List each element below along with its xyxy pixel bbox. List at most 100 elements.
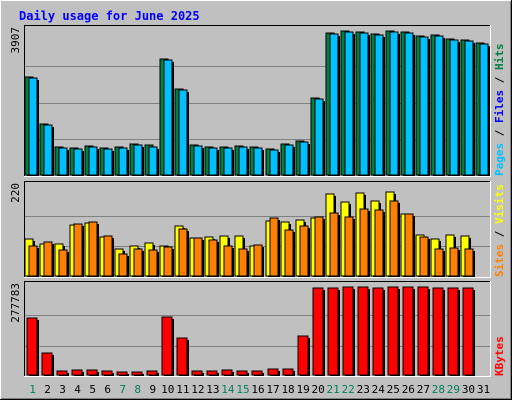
bar-sites-day-8 <box>133 248 143 277</box>
bar-sites-day-20 <box>314 216 324 277</box>
bar-kbytes-day-30 <box>462 287 474 376</box>
x-tick-label: 16 <box>251 383 264 396</box>
bar-kbytes-day-29 <box>447 287 459 376</box>
x-axis-day-labels: 1 2 3 4 5 6 7 8 9 10 11 12 13 14 15 16 17 18 19 20 21 22 23 24 2… <box>29 383 490 396</box>
bar-kbytes-day-1 <box>26 317 38 376</box>
legend-entry: KBytes <box>493 336 506 376</box>
legend-separator: / <box>493 70 506 90</box>
bar-files-day-10 <box>163 59 173 176</box>
bar-sites-day-16 <box>253 244 263 277</box>
bar-files-day-21 <box>329 33 339 176</box>
chart-title: Daily usage for June 2025 <box>19 9 200 23</box>
x-tick-label: 29 <box>447 383 460 396</box>
bar-files-day-25 <box>389 31 399 176</box>
x-tick-label: 12 <box>191 383 204 396</box>
bar-kbytes-day-5 <box>86 369 98 376</box>
legend-separator: / <box>493 123 506 143</box>
bar-sites-day-26 <box>404 213 414 277</box>
panel-legend: Pages / Files / Hits <box>493 44 506 177</box>
x-tick-label: 26 <box>402 383 415 396</box>
x-tick-label: 2 <box>44 383 51 396</box>
bar-files-day-31 <box>479 43 489 176</box>
bar-files-day-7 <box>118 147 128 176</box>
x-tick-label: 11 <box>176 383 189 396</box>
x-tick-label: 24 <box>372 383 386 396</box>
bar-kbytes-day-22 <box>342 286 354 376</box>
bar-files-day-28 <box>434 35 444 176</box>
bar-files-day-27 <box>419 36 429 176</box>
bar-kbytes-day-7 <box>116 371 128 376</box>
bar-sites-day-13 <box>208 239 218 277</box>
bar-sites-day-5 <box>88 221 98 277</box>
bar-sites-day-23 <box>359 208 369 277</box>
legend-entry: Pages <box>493 143 506 176</box>
bar-files-day-11 <box>178 89 188 176</box>
x-tick-label: 20 <box>312 383 325 396</box>
bar-files-day-4 <box>73 148 83 176</box>
bar-files-day-13 <box>208 147 218 176</box>
bar-sites-day-28 <box>434 248 444 277</box>
bar-files-day-1 <box>28 77 38 176</box>
bar-kbytes-day-23 <box>357 286 369 376</box>
bar-sites-day-1 <box>28 245 38 277</box>
bar-sites-day-3 <box>58 249 68 277</box>
bar-kbytes-day-26 <box>402 286 414 376</box>
x-tick-label: 7 <box>119 383 126 396</box>
bar-sites-day-12 <box>193 237 203 277</box>
bar-sites-day-7 <box>118 253 128 277</box>
bar-kbytes-day-13 <box>206 370 218 376</box>
x-tick-label: 13 <box>206 383 219 396</box>
x-tick-label: 6 <box>104 383 111 396</box>
x-tick-label: 23 <box>357 383 370 396</box>
bar-sites-day-21 <box>329 212 339 277</box>
bar-sites-day-11 <box>178 228 188 277</box>
bar-kbytes-day-3 <box>56 370 68 376</box>
bar-files-day-19 <box>299 141 309 176</box>
bar-sites-day-14 <box>223 245 233 277</box>
bar-files-day-5 <box>88 146 98 176</box>
bar-sites-day-27 <box>419 236 429 277</box>
bar-files-day-6 <box>103 148 113 176</box>
bar-files-day-17 <box>269 149 279 176</box>
legend-separator: / <box>493 224 506 244</box>
bar-files-day-14 <box>223 147 233 176</box>
bar-kbytes-day-11 <box>176 337 188 376</box>
bar-sites-day-19 <box>299 225 309 277</box>
bar-kbytes-day-21 <box>327 287 339 376</box>
x-tick-label: 18 <box>281 383 294 396</box>
legend-entry: Visits <box>493 184 506 224</box>
bar-sites-day-24 <box>374 209 384 277</box>
x-tick-label: 21 <box>327 383 340 396</box>
x-tick-label: 1 <box>29 383 36 396</box>
bar-files-day-20 <box>314 98 324 176</box>
bar-files-day-29 <box>449 39 459 176</box>
y-axis-max-label: 277783 <box>9 283 22 323</box>
panel-visits-sites: 220 Sites / Visits <box>9 181 506 278</box>
panel-kbytes: 277783 KBytes <box>9 281 506 377</box>
bar-kbytes-day-6 <box>101 370 113 376</box>
bar-files-day-3 <box>58 147 68 176</box>
x-tick-label: 4 <box>74 383 81 396</box>
bar-sites-day-2 <box>43 241 53 277</box>
x-tick-label: 19 <box>296 383 309 396</box>
bar-files-day-23 <box>359 32 369 176</box>
y-axis-max-label: 3907 <box>9 27 22 54</box>
panel-hits-files-pages: 3907 Pages / Files / Hits <box>9 25 506 177</box>
x-tick-label: 31 <box>477 383 490 396</box>
bar-kbytes-day-24 <box>372 287 384 376</box>
x-tick-label: 9 <box>149 383 156 396</box>
x-tick-label: 30 <box>462 383 475 396</box>
bar-sites-day-25 <box>389 200 399 277</box>
bar-sites-day-22 <box>344 216 354 277</box>
x-tick-label: 5 <box>89 383 96 396</box>
bar-sites-day-15 <box>238 248 248 277</box>
panel-legend: KBytes <box>493 336 506 376</box>
bar-sites-day-29 <box>449 247 459 277</box>
bar-sites-day-6 <box>103 235 113 277</box>
bar-files-day-12 <box>193 145 203 176</box>
bar-kbytes-day-17 <box>267 368 279 376</box>
x-tick-label: 17 <box>266 383 279 396</box>
bar-kbytes-day-2 <box>41 352 53 376</box>
bar-files-day-22 <box>344 31 354 176</box>
